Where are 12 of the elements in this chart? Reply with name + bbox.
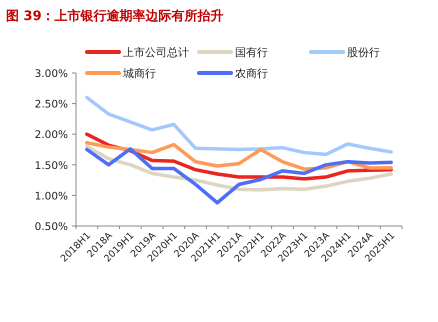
legend-label: 城商行 [122,67,156,80]
y-tick-label: 1.00% [34,190,68,202]
y-tick-label: 2.50% [34,98,68,111]
legend-label: 股份行 [347,46,380,59]
y-tick-label: 0.50% [34,221,68,233]
legend-label: 国有行 [235,46,268,59]
legend-label: 农商行 [235,67,268,80]
y-tick-label: 1.50% [34,160,68,172]
legend-label: 上市公司总计 [123,46,189,59]
y-tick-label: 3.00% [34,68,68,80]
chart-title: 图 39：上市银行逾期率边际有所抬升 [6,8,224,24]
y-tick-label: 2.00% [34,129,68,142]
